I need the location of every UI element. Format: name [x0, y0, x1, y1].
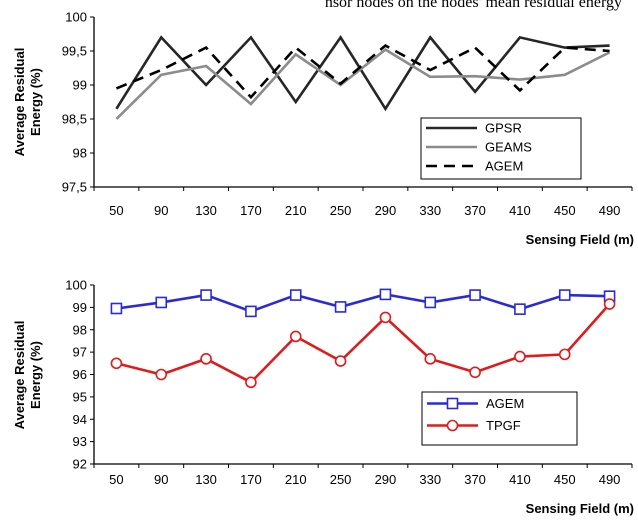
x-axis-title: Sensing Field (m)	[526, 232, 634, 247]
x-tick-label: 130	[195, 203, 217, 218]
x-tick-label: 50	[109, 472, 123, 487]
series-tpgf-marker	[245, 376, 257, 389]
series-agem-marker	[334, 301, 347, 313]
y-axis-title: Average ResidualEnergy (%)	[12, 321, 43, 430]
series-tpgf-line	[116, 303, 611, 384]
legend-tpgf-label: TPGF	[486, 418, 521, 433]
y-axis-title: Average ResidualEnergy (%)	[12, 48, 43, 157]
y-tick-label: 100	[65, 278, 87, 293]
x-tick-label: 370	[464, 472, 486, 487]
series-tpgf-marker	[514, 350, 526, 363]
chart-1: 97,5 98 98,5 99 99,5 100 50 90 130 170 210 250 290 33…	[12, 10, 634, 248]
series-agem-marker	[514, 303, 526, 315]
series-tpgf-marker	[424, 353, 437, 365]
x-tick-label: 210	[285, 472, 307, 487]
x-tick-label: 170	[240, 203, 262, 218]
y-axis-title-line: Energy (%)	[28, 341, 43, 409]
series-agem-marker	[379, 288, 392, 301]
x-tick-label: 90	[154, 203, 168, 218]
legend: AGEM TPGF	[421, 391, 578, 446]
x-tick-label: 410	[509, 203, 531, 218]
page-text-fragment: nsor nodes on the nodes' mean residual e…	[324, 0, 622, 11]
y-tick-label: 96	[73, 367, 87, 382]
legend-box	[420, 117, 582, 180]
y-tick-label: 99	[73, 78, 87, 93]
x-tick-label: 330	[419, 472, 441, 487]
x-tick-label: 410	[509, 472, 531, 487]
x-tick-label: 490	[599, 472, 621, 487]
series-agem-marker	[245, 305, 257, 318]
series-geams-line	[115, 48, 611, 120]
series-tpgf-marker	[110, 357, 123, 370]
x-tick-label: 370	[464, 203, 486, 218]
x-tick-label: 490	[599, 203, 621, 218]
series-tpgf-marker	[558, 348, 571, 361]
x-tick-label: 210	[285, 203, 307, 218]
legend-agem-label: AGEM	[486, 396, 524, 411]
legend-tpgf-marker	[446, 419, 459, 432]
x-tick-label: 130	[195, 472, 217, 487]
series-tpgf-marker	[603, 298, 616, 310]
series-agem-marker	[558, 289, 571, 301]
series-tpgf-marker	[200, 353, 212, 365]
legend-gpsr-label: GPSR	[485, 121, 522, 136]
y-tick-label: 94	[73, 412, 87, 427]
series-agem-marker	[424, 296, 437, 309]
y-tick-label: 99	[73, 300, 87, 315]
chart-2: 92 93 94 95 96 97 98 99 100 50 90 130 170 210 250 290 33…	[12, 278, 634, 517]
legend: GPSR GEAMS AGEM	[420, 117, 582, 180]
y-axis-title-line: Average Residual	[12, 321, 27, 430]
legend-agem-marker	[446, 397, 459, 410]
series-agem-marker	[289, 289, 302, 301]
x-tick-label: 450	[554, 472, 576, 487]
legend-agem-label: AGEM	[485, 159, 523, 174]
y-axis-title-line: Average Residual	[12, 48, 27, 157]
y-tick-label: 92	[73, 457, 87, 472]
y-axis-title-line: Energy (%)	[28, 68, 43, 136]
x-tick-label: 170	[240, 472, 262, 487]
x-tick-label: 250	[330, 203, 352, 218]
x-tick-label: 290	[375, 472, 397, 487]
series-agem-marker	[155, 296, 168, 309]
series-tpgf-marker	[334, 355, 347, 367]
y-tick-label: 93	[73, 434, 87, 449]
series-agem-line	[116, 293, 610, 313]
series-gpsr-line	[115, 35, 610, 112]
x-tick-label: 50	[109, 203, 123, 218]
x-axis-title: Sensing Field (m)	[526, 501, 634, 516]
series-agem-marker	[200, 289, 212, 301]
y-tick-label: 98,5	[62, 112, 87, 127]
legend-geams-label: GEAMS	[485, 140, 532, 155]
series-agem-line	[115, 43, 610, 100]
x-tick-label: 250	[330, 472, 352, 487]
y-tick-label: 97	[73, 345, 87, 360]
y-tick-label: 97,5	[62, 180, 87, 195]
y-tick-label: 99,5	[62, 44, 87, 59]
y-tick-label: 95	[73, 389, 87, 404]
series-agem-marker	[469, 289, 481, 301]
series-tpgf-marker	[289, 330, 302, 343]
y-tick-label: 100	[65, 10, 87, 25]
series-tpgf-marker	[155, 368, 168, 381]
y-tick-label: 98	[73, 322, 87, 337]
y-tick-label: 98	[73, 146, 87, 161]
x-tick-label: 90	[154, 472, 168, 487]
series-agem-marker	[110, 302, 123, 315]
x-tick-label: 330	[419, 203, 441, 218]
x-tick-label: 450	[554, 203, 576, 218]
x-tick-label: 290	[375, 203, 397, 218]
series-tpgf-marker	[469, 366, 481, 379]
series-tpgf-marker	[379, 311, 392, 324]
